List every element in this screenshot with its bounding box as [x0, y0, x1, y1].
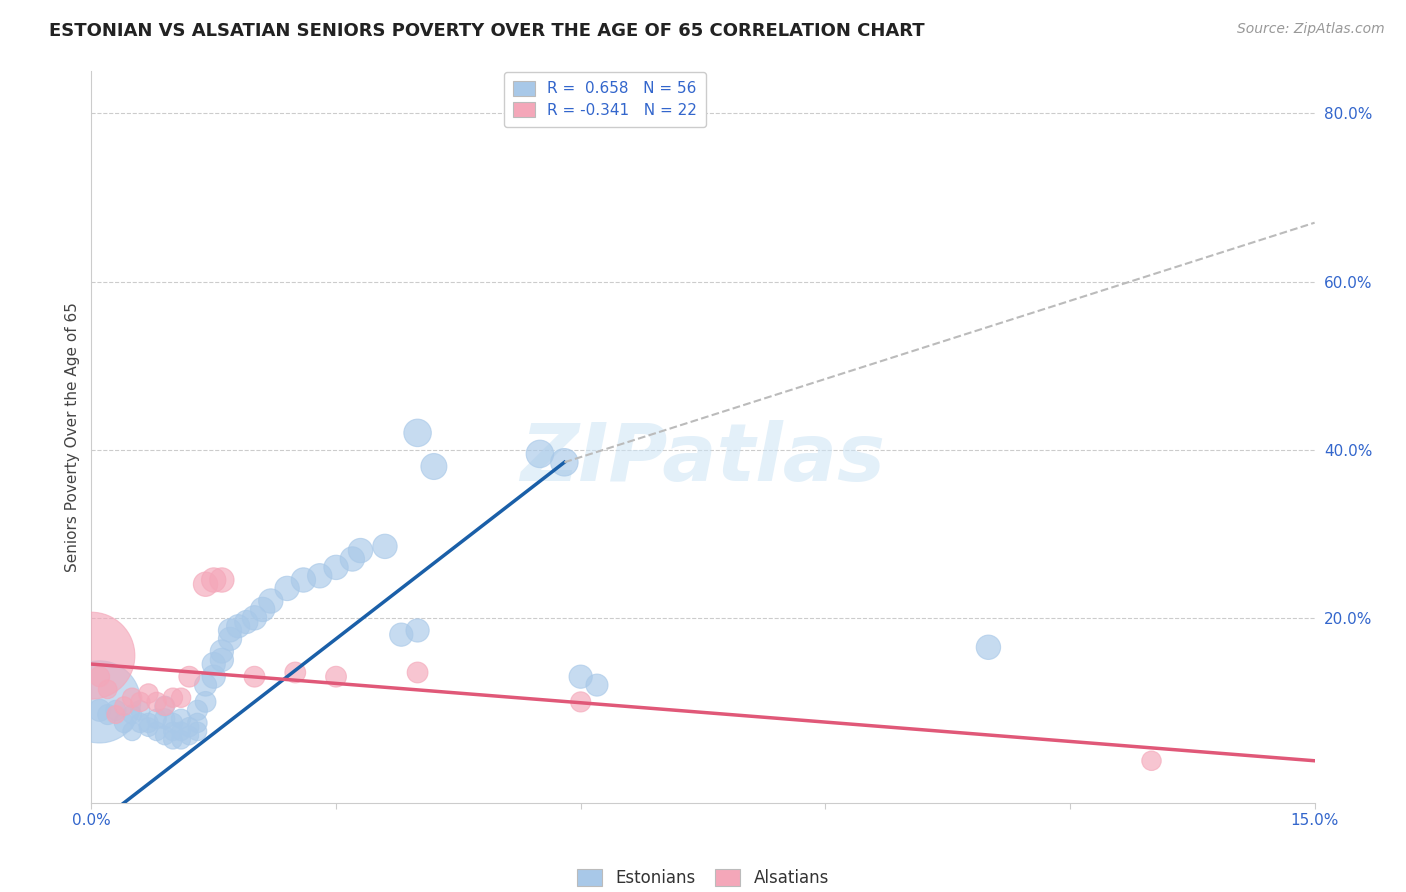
- Point: [162, 724, 184, 739]
- Point: [162, 690, 184, 705]
- Point: [129, 715, 152, 730]
- Point: [569, 670, 592, 684]
- Point: [211, 644, 233, 658]
- Point: [226, 619, 249, 633]
- Point: [243, 611, 266, 625]
- Point: [211, 653, 233, 667]
- Point: [121, 690, 143, 705]
- Point: [162, 715, 184, 730]
- Point: [194, 695, 217, 709]
- Point: [292, 573, 315, 587]
- Point: [342, 552, 364, 566]
- Point: [1140, 754, 1163, 768]
- Point: [194, 678, 217, 692]
- Point: [252, 602, 274, 616]
- Point: [349, 543, 371, 558]
- Point: [153, 699, 176, 714]
- Point: [569, 695, 592, 709]
- Point: [112, 699, 135, 714]
- Point: [202, 657, 225, 671]
- Point: [153, 712, 176, 726]
- Point: [423, 459, 446, 474]
- Point: [325, 560, 347, 574]
- Point: [406, 624, 429, 638]
- Point: [80, 648, 103, 663]
- Y-axis label: Seniors Poverty Over the Age of 65: Seniors Poverty Over the Age of 65: [65, 302, 80, 572]
- Point: [977, 640, 1000, 655]
- Point: [153, 699, 176, 714]
- Point: [374, 540, 396, 554]
- Point: [138, 715, 160, 730]
- Point: [325, 670, 347, 684]
- Point: [179, 670, 201, 684]
- Point: [112, 715, 135, 730]
- Point: [186, 703, 208, 717]
- Point: [153, 729, 176, 743]
- Text: ESTONIAN VS ALSATIAN SENIORS POVERTY OVER THE AGE OF 65 CORRELATION CHART: ESTONIAN VS ALSATIAN SENIORS POVERTY OVE…: [49, 22, 925, 40]
- Point: [389, 627, 412, 641]
- Text: Source: ZipAtlas.com: Source: ZipAtlas.com: [1237, 22, 1385, 37]
- Point: [202, 573, 225, 587]
- Point: [170, 690, 193, 705]
- Point: [219, 624, 242, 638]
- Point: [89, 703, 111, 717]
- Point: [89, 695, 111, 709]
- Point: [97, 707, 120, 722]
- Point: [529, 447, 551, 461]
- Point: [235, 615, 257, 629]
- Point: [553, 455, 575, 469]
- Point: [138, 720, 160, 734]
- Legend: Estonians, Alsatians: Estonians, Alsatians: [571, 863, 835, 892]
- Point: [89, 670, 111, 684]
- Point: [145, 712, 167, 726]
- Point: [186, 715, 208, 730]
- Point: [121, 707, 143, 722]
- Point: [308, 569, 330, 583]
- Point: [170, 732, 193, 747]
- Point: [406, 665, 429, 680]
- Point: [194, 577, 217, 591]
- Point: [138, 686, 160, 700]
- Point: [145, 724, 167, 739]
- Point: [186, 724, 208, 739]
- Point: [129, 703, 152, 717]
- Point: [211, 573, 233, 587]
- Point: [145, 695, 167, 709]
- Point: [219, 632, 242, 646]
- Point: [97, 682, 120, 697]
- Point: [121, 724, 143, 739]
- Point: [170, 712, 193, 726]
- Point: [284, 665, 307, 680]
- Point: [104, 707, 127, 722]
- Point: [586, 678, 609, 692]
- Point: [179, 729, 201, 743]
- Point: [104, 703, 127, 717]
- Point: [170, 724, 193, 739]
- Point: [179, 720, 201, 734]
- Point: [243, 670, 266, 684]
- Point: [129, 695, 152, 709]
- Point: [162, 732, 184, 747]
- Point: [406, 425, 429, 440]
- Point: [260, 594, 283, 608]
- Text: ZIPatlas: ZIPatlas: [520, 420, 886, 498]
- Point: [276, 582, 298, 596]
- Point: [202, 670, 225, 684]
